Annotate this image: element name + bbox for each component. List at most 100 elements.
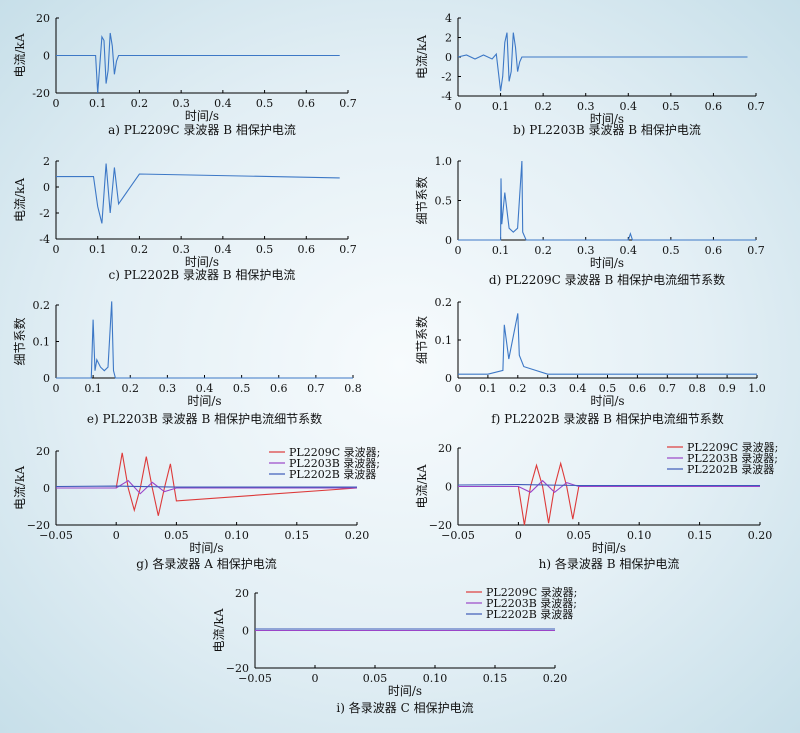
x-tick-label: 0.6 [298, 97, 316, 110]
x-tick-label: 0.05 [363, 672, 388, 685]
legend-entry: PL2209C 录波器; [289, 446, 380, 459]
series-line-b-0 [457, 32, 748, 92]
y-tick-label: 0 [43, 372, 50, 385]
x-tick-label: 0.8 [344, 382, 362, 395]
x-tick-label: 0.3 [172, 97, 190, 110]
x-tick-label: 0.10 [627, 529, 652, 542]
series-line-h-0 [458, 461, 760, 526]
x-tick-label: 0.20 [345, 529, 370, 542]
x-axis-label: 时间/s [185, 109, 219, 123]
series-line-h-1 [458, 479, 760, 494]
y-tick-label: 2 [43, 155, 50, 168]
y-tick-label: 0 [43, 181, 50, 194]
x-tick-label: 0.7 [659, 382, 677, 395]
x-tick-label: 0.15 [285, 529, 310, 542]
y-tick-label: 0.5 [435, 195, 453, 208]
chart-panel-h: −0.05 0 0.05 0.10 0.15 0.20 −20 0 20 时间/s 电流/kA h) … [415, 441, 778, 571]
legend-entry: PL2202B 录波器 [289, 468, 376, 481]
y-tick-label: −20 [429, 519, 452, 532]
legend-entry: PL2203B 录波器; [486, 597, 577, 610]
x-tick-label: 1.0 [748, 382, 766, 395]
x-tick-label: 0.1 [479, 382, 497, 395]
x-tick-label: 0.1 [89, 97, 107, 110]
y-tick-label: -4 [441, 90, 452, 103]
x-tick-label: 0.5 [233, 382, 251, 395]
x-axis-label: 时间/s [187, 394, 221, 408]
x-tick-label: 0.1 [492, 100, 510, 113]
y-tick-label: 0.1 [33, 336, 51, 349]
x-tick-label: 0.7 [747, 100, 765, 113]
x-tick-label: 0.4 [214, 243, 232, 256]
y-tick-label: 0 [445, 51, 452, 64]
x-tick-label: 0.05 [567, 529, 592, 542]
legend-entry: PL2202B 录波器 [687, 463, 774, 476]
x-tick-label: 0 [455, 244, 462, 257]
chart-caption: e) PL2203B 录波器 B 相保护电流细节系数 [87, 411, 322, 426]
x-tick-label: 0.4 [196, 382, 214, 395]
chart-caption: h) 各录波器 B 相保护电流 [539, 556, 680, 571]
x-axis-label: 时间/s [592, 541, 626, 555]
chart-caption: i) 各录波器 C 相保护电流 [336, 700, 473, 715]
x-tick-label: 0.3 [172, 243, 190, 256]
series-line-g-2 [55, 485, 357, 488]
x-tick-label: 0.15 [687, 529, 712, 542]
x-tick-label: 0.7 [307, 382, 325, 395]
series-line-f-0 [458, 313, 757, 375]
y-tick-label: 2 [445, 32, 452, 45]
x-tick-label: 0.10 [423, 672, 448, 685]
x-tick-label: 0.10 [224, 529, 249, 542]
x-tick-label: 0.20 [748, 529, 773, 542]
y-axis-label: 细节系数 [414, 176, 429, 224]
x-axis-label: 时间/s [590, 112, 624, 126]
series-line-h-2 [457, 484, 760, 487]
x-tick-label: 0.2 [122, 382, 140, 395]
series-line-g-1 [56, 479, 357, 495]
x-tick-label: −0.05 [39, 529, 73, 542]
series-line-c-0 [56, 163, 340, 224]
x-tick-label: 0.15 [483, 672, 508, 685]
x-tick-label: 0.5 [256, 97, 274, 110]
legend-entry: PL2202B 录波器 [486, 608, 573, 621]
x-tick-label: 0.6 [298, 243, 316, 256]
y-axis-label: 电流/kA [415, 35, 429, 79]
x-tick-label: 0.6 [705, 244, 723, 257]
chart-panel-d: 0 0.1 0.2 0.3 0.4 0.5 0.6 0.7 0 0.5 1.0 时间/s 细节系数 d) … [414, 155, 765, 287]
y-tick-label: 0 [445, 372, 452, 385]
x-axis-label: 时间/s [189, 541, 223, 555]
y-tick-label: -20 [32, 87, 50, 100]
x-tick-label: 0.5 [662, 100, 680, 113]
chart-panel-a: 0 0.1 0.2 0.3 0.4 0.5 0.6 0.7-20020时间/s电流/kAa) … [13, 12, 357, 137]
series-line-g-0 [56, 452, 358, 516]
x-tick-label: 0.3 [577, 244, 595, 257]
series-line-d-0 [458, 160, 756, 241]
y-tick-label: −20 [27, 519, 50, 532]
legend-entry: PL2209C 录波器; [687, 441, 778, 454]
y-axis-label: 细节系数 [12, 317, 27, 365]
chart-caption: b) PL2203B 录波器 B 相保护电流 [513, 123, 701, 137]
chart-panel-e: 0 0.1 0.2 0.3 0.4 0.5 0.6 0.7 0.8 0 0.1 0.2 时间/s 细节系数… [12, 299, 362, 426]
y-tick-label: 0 [445, 481, 452, 494]
chart-caption: c) PL2202B 录波器 B 相保护电流 [109, 268, 296, 282]
x-tick-label: 0.2 [534, 100, 552, 113]
y-axis-label: 电流/kA [13, 466, 27, 510]
chart-caption: a) PL2209C 录波器 B 相保护电流 [108, 123, 296, 137]
y-axis-label: 电流/kA [415, 464, 429, 508]
y-tick-label: -2 [39, 207, 50, 220]
y-tick-label: -2 [441, 71, 452, 84]
series-line-a-0 [56, 32, 340, 94]
y-tick-label: 20 [235, 587, 249, 600]
x-tick-label: 0.2 [534, 244, 552, 257]
x-tick-label: 0.7 [339, 243, 357, 256]
x-tick-label: 0 [455, 100, 462, 113]
x-axis-label: 时间/s [388, 684, 422, 698]
x-tick-label: 0.5 [662, 244, 680, 257]
series-line-e-0 [56, 301, 353, 379]
x-tick-label: 0 [53, 382, 60, 395]
y-tick-label: 0.2 [33, 299, 51, 312]
y-tick-label: 0 [43, 50, 50, 63]
x-tick-label: 0.2 [131, 243, 149, 256]
y-tick-label: 0.2 [435, 296, 453, 309]
x-tick-label: 0.3 [159, 382, 177, 395]
